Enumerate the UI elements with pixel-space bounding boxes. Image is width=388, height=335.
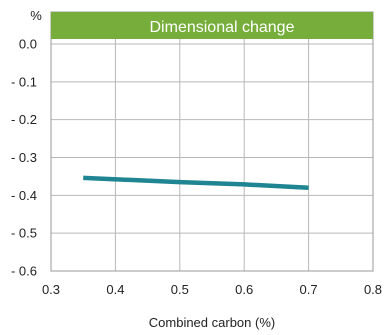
y-tick-label: - 0.3	[11, 150, 37, 165]
y-tick-label: - 0.5	[11, 226, 37, 241]
plot-frame	[50, 11, 374, 272]
x-tick-label: 0.5	[171, 282, 189, 297]
y-tick-label: - 0.1	[11, 74, 37, 89]
grid	[51, 12, 373, 271]
x-tick-label: 0.7	[300, 282, 318, 297]
y-tick-label: - 0.4	[11, 188, 37, 203]
y-axis-ticks: 0.0 - 0.1 - 0.2 - 0.3 - 0.4 - 0.5 - 0.6	[11, 37, 37, 279]
x-axis-ticks: 0.3 0.4 0.5 0.6 0.7 0.8	[42, 282, 382, 297]
x-tick-label: 0.4	[106, 282, 124, 297]
title-bar	[51, 12, 373, 39]
y-tick-label: - 0.6	[11, 264, 37, 279]
y-axis-unit-label: %	[30, 8, 42, 23]
series	[83, 175, 309, 191]
x-tick-label: 0.6	[235, 282, 253, 297]
y-tick-label: 0.0	[19, 37, 37, 52]
x-tick-label: 0.8	[364, 282, 382, 297]
x-axis-title: Combined carbon (%)	[149, 315, 275, 330]
y-tick-label: - 0.2	[11, 112, 37, 127]
chart-title: Dimensional change	[150, 19, 295, 36]
series-line	[83, 175, 309, 191]
x-tick-label: 0.3	[42, 282, 60, 297]
